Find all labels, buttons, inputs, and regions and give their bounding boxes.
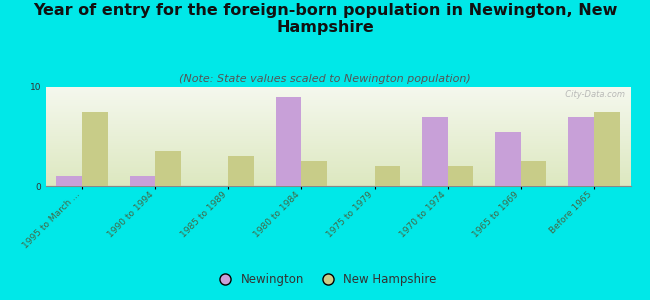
Text: (Note: State values scaled to Newington population): (Note: State values scaled to Newington … [179, 74, 471, 83]
Bar [521, 161, 547, 186]
Bar [495, 131, 521, 186]
Bar [568, 117, 594, 186]
Bar [228, 156, 254, 186]
Bar [302, 161, 327, 186]
Bar [155, 151, 181, 186]
Bar [374, 166, 400, 186]
Bar [129, 176, 155, 186]
Bar [594, 112, 619, 186]
Text: City-Data.com: City-Data.com [560, 90, 625, 99]
Legend: Newington, New Hampshire: Newington, New Hampshire [209, 269, 441, 291]
Bar [276, 97, 302, 186]
Bar [57, 176, 82, 186]
Bar [422, 117, 448, 186]
Bar [82, 112, 108, 186]
Bar [448, 166, 473, 186]
Text: Year of entry for the foreign-born population in Newington, New
Hampshire: Year of entry for the foreign-born popul… [32, 3, 617, 35]
